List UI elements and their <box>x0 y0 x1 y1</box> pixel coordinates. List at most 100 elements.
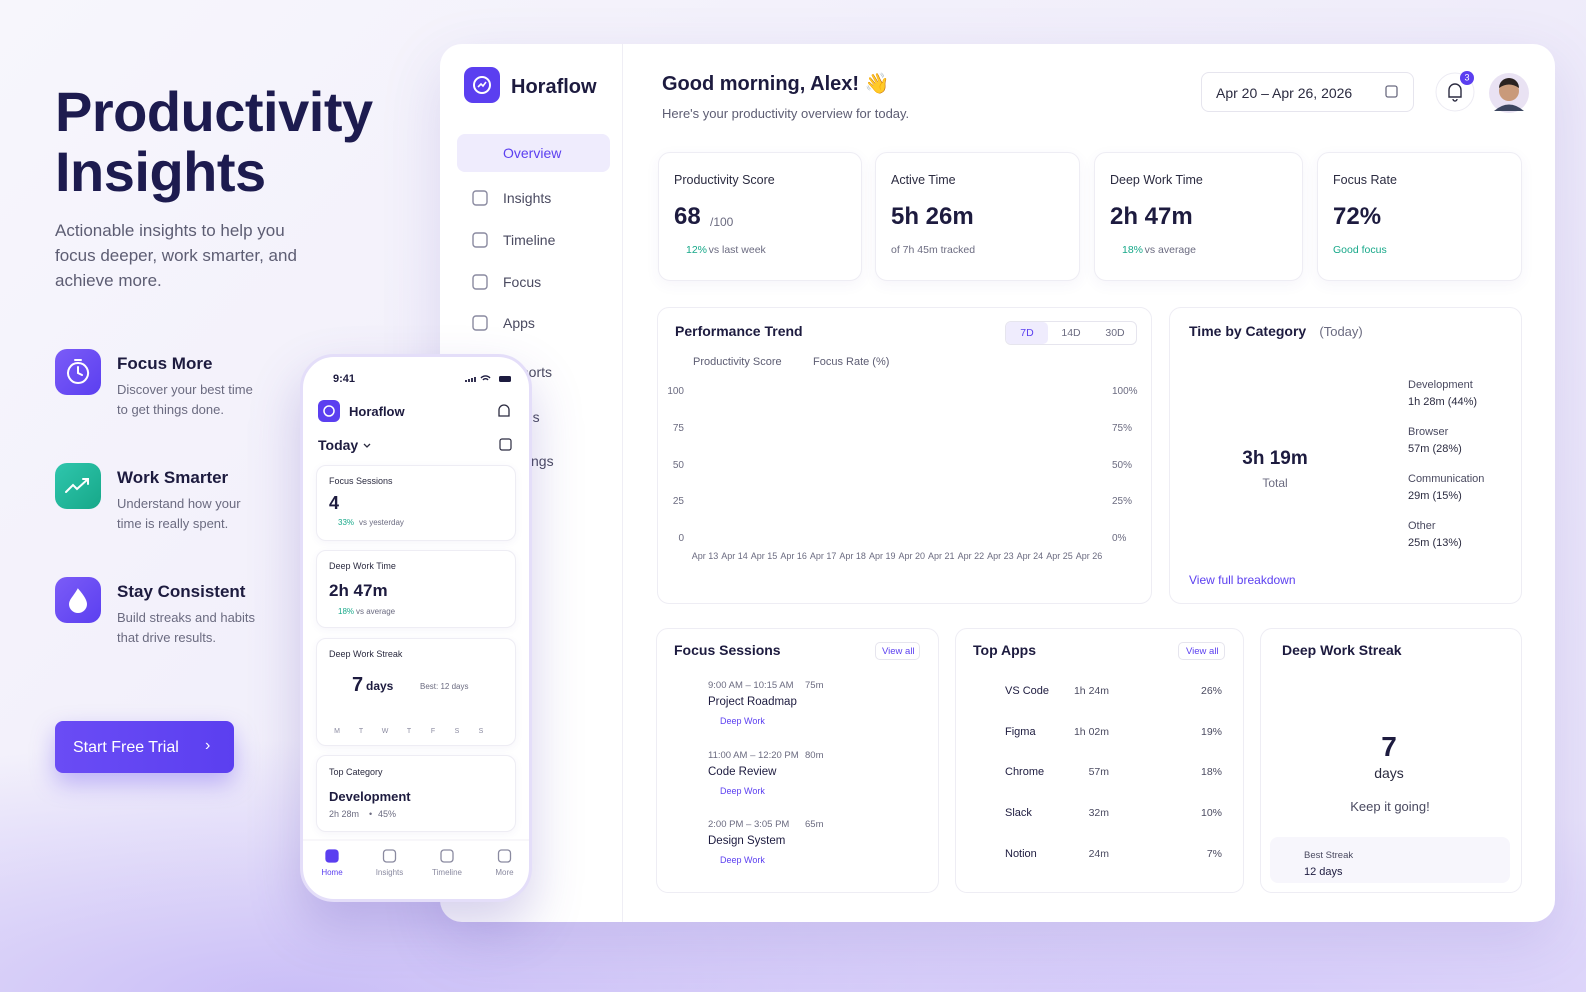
cta-label: Start Free Trial <box>73 739 179 756</box>
app-percent: 19% <box>1200 725 1222 738</box>
streak-day-label: S <box>454 728 460 735</box>
app-name: VS Code <box>1005 685 1050 697</box>
greeting: Good morning, Alex! 👋 <box>662 73 890 95</box>
range-tab[interactable]: 7D <box>1020 327 1034 339</box>
focus-card <box>656 628 939 893</box>
x-tick-label: Apr 26 <box>1075 551 1103 561</box>
x-tick-label: Apr 25 <box>1046 551 1073 561</box>
app-name: Slack <box>1005 807 1032 820</box>
range-tab[interactable]: 14D <box>1061 327 1081 339</box>
y-tick-label: 100 <box>667 386 684 397</box>
nav-item[interactable]: Overview <box>503 145 562 161</box>
bell-icon <box>498 404 510 417</box>
stat-label: Active Time <box>891 173 956 187</box>
best-streak-label: Best Streak <box>1304 850 1354 861</box>
feature-icon <box>68 588 88 613</box>
view-all-button[interactable]: View all <box>875 642 920 660</box>
stat-note: Good focus <box>1333 244 1387 256</box>
x-tick-label: Apr 23 <box>987 551 1014 561</box>
card-title: Top Apps <box>973 642 1036 658</box>
session-time: 11:00 AM – 12:20 PM <box>708 749 799 761</box>
stat-label: Productivity Score <box>674 173 775 187</box>
phone-card <box>316 638 516 746</box>
legend-label: Development <box>1408 379 1473 391</box>
x-tick-label: Apr 13 <box>691 551 719 561</box>
session-duration: 75m <box>805 680 824 691</box>
stat-label: Focus Rate <box>1333 173 1397 187</box>
phone-card <box>316 755 516 832</box>
app-percent: 10% <box>1200 807 1222 820</box>
app-percent: 7% <box>1206 847 1222 860</box>
y-tick-label: 0 <box>678 533 684 544</box>
date-range-picker[interactable]: Apr 20 – Apr 26, 2026 <box>1201 72 1414 112</box>
legend-value: 29m (15%) <box>1408 490 1462 502</box>
app-time: 57m <box>1088 766 1109 779</box>
view-all: View all <box>882 646 915 657</box>
wifi <box>480 375 491 381</box>
app-name: Figma <box>1005 725 1036 738</box>
category-detail: 2h 28m <box>329 809 360 819</box>
y2-tick-label: 0% <box>1112 533 1127 544</box>
app-name: Chrome <box>1005 766 1045 779</box>
stat-value: 2h 47m <box>1110 203 1193 230</box>
tab-label[interactable]: Insights <box>375 868 404 877</box>
hero-icons <box>55 349 101 623</box>
stat-value: 5h 26m <box>891 203 974 230</box>
app-percent: 26% <box>1200 685 1222 697</box>
y2-tick-label: 25% <box>1112 496 1133 508</box>
card-label: Deep Work Streak <box>329 649 403 659</box>
card-title: Focus Sessions <box>674 642 781 658</box>
streak-day-label: T <box>406 728 412 735</box>
cta-button[interactable]: Start Free Trial › <box>55 721 234 773</box>
brand-icon <box>318 400 340 422</box>
stat-value: 72% <box>1333 203 1382 230</box>
period: Today <box>318 437 359 453</box>
card-title-qualifier: (Today) <box>1319 324 1363 339</box>
stat-note: vs last week <box>708 244 766 256</box>
tab-label[interactable]: Timeline <box>432 868 462 877</box>
nav-item[interactable]: Timeline <box>503 232 556 248</box>
trend-card <box>657 307 1152 604</box>
x-tick-label: Apr 17 <box>809 551 837 561</box>
tab-label[interactable]: More <box>495 868 514 877</box>
legend-label: Other <box>1408 520 1436 532</box>
streak-unit: days <box>366 679 394 693</box>
range-tab[interactable]: 30D <box>1105 327 1125 339</box>
streak-value: 7 <box>1381 731 1397 762</box>
session-time: 9:00 AM – 10:15 AM <box>708 680 794 691</box>
streak-day-label: T <box>358 728 364 735</box>
range-tab-active <box>1006 322 1048 344</box>
y-tick-label: 50 <box>672 459 684 471</box>
stat-label: Deep Work Time <box>1110 173 1203 187</box>
card-title: Deep Work Streak <box>1282 642 1402 658</box>
session-name: Project Roadmap <box>708 696 797 708</box>
phone: 9:41 Horaflow Today Focus Sessions 4 33% vs ye… <box>300 354 532 902</box>
nav-item[interactable]: Focus <box>503 274 542 290</box>
nav-item[interactable]: Insights <box>503 190 552 206</box>
breakdown-link[interactable]: View full breakdown <box>1189 573 1296 587</box>
feature-title: Work Smarter <box>117 468 229 487</box>
stat-note: of 7h 45m tracked <box>891 244 976 256</box>
nav-item[interactable]: Apps <box>503 315 535 331</box>
tab-label[interactable]: Home <box>321 868 343 877</box>
y-tick-label: 75 <box>672 422 684 434</box>
session-name: Code Review <box>708 765 777 778</box>
card-value: 4 <box>329 493 340 513</box>
feature-icon-bg <box>55 463 101 509</box>
view-all-button[interactable]: View all <box>1178 642 1225 660</box>
tab-icon <box>497 849 512 863</box>
legend-label: Productivity Score <box>693 356 782 368</box>
notification-count: 3 <box>1464 72 1470 83</box>
session-duration: 80m <box>805 749 824 761</box>
streak-message: Keep it going! <box>1350 799 1430 814</box>
session-duration: 65m <box>805 819 824 830</box>
card-label: Deep Work Time <box>329 561 396 571</box>
signal <box>465 377 476 382</box>
phone-card <box>316 550 516 628</box>
tab-icon <box>440 849 454 863</box>
card-title: Performance Trend <box>675 323 803 339</box>
app-time: 24m <box>1088 847 1109 860</box>
